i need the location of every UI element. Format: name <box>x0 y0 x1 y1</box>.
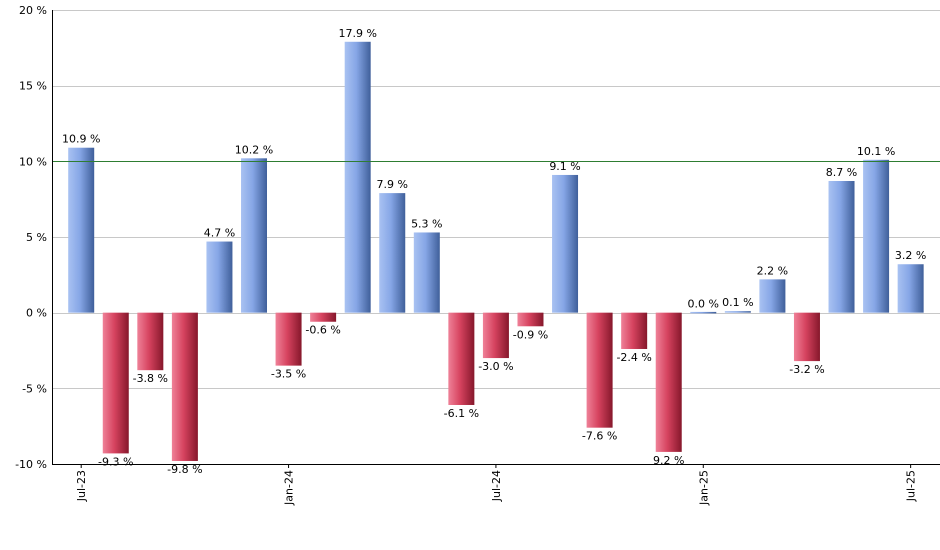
y-tick-label: 15 % <box>19 80 47 93</box>
x-tick-label: Jan-24 <box>283 470 296 506</box>
data-label: -9.3 % <box>98 455 133 468</box>
x-tick-label: Jul-24 <box>490 470 503 502</box>
data-label: -3.2 % <box>789 363 824 376</box>
data-label: -9.8 % <box>167 463 202 476</box>
bar <box>344 41 371 313</box>
bar <box>137 312 164 371</box>
data-label: 0.1 % <box>722 296 753 309</box>
y-tick-label: 5 % <box>26 231 47 244</box>
x-tick-label: Jul-25 <box>905 470 918 502</box>
data-label: -0.6 % <box>305 324 340 337</box>
bar <box>897 264 924 313</box>
data-label: 0.0 % <box>688 298 719 311</box>
data-label: -3.0 % <box>478 360 513 373</box>
bar <box>863 159 890 313</box>
bar <box>690 311 717 314</box>
axes: -10 % -5 % 0 % 5 % 10 % 15 % 20 % Jul-23 Jan-24 J… <box>15 4 940 506</box>
data-label: -3.5 % <box>271 368 306 381</box>
data-label: 7.9 % <box>377 178 408 191</box>
bar <box>102 312 129 454</box>
bar <box>379 193 406 313</box>
x-tick-label: Jul-23 <box>75 470 88 502</box>
data-label: 10.1 % <box>857 145 895 158</box>
bar <box>310 312 337 322</box>
data-label: -0.9 % <box>513 328 548 341</box>
bar <box>68 147 95 313</box>
data-label: 9.2 % <box>653 454 684 467</box>
bar <box>552 174 579 313</box>
bar <box>482 312 509 359</box>
bar <box>206 241 233 313</box>
y-tick-label: 0 % <box>26 307 47 320</box>
data-label: -6.1 % <box>444 407 479 420</box>
y-tick-label: 10 % <box>19 155 47 168</box>
bar <box>793 312 820 362</box>
data-label: 8.7 % <box>826 166 857 179</box>
bar <box>724 311 751 313</box>
data-label: 5.3 % <box>411 217 442 230</box>
data-label: 10.2 % <box>235 143 273 156</box>
bar <box>759 279 786 313</box>
y-tick-label: -5 % <box>22 382 47 395</box>
bar <box>655 312 682 452</box>
bar <box>586 312 613 428</box>
bar <box>448 312 475 405</box>
data-label: 4.7 % <box>204 227 235 240</box>
y-tick-label: 20 % <box>19 4 47 17</box>
y-tick-label: -10 % <box>15 458 47 471</box>
bar <box>241 158 267 313</box>
data-label: -3.8 % <box>133 372 168 385</box>
bar <box>275 312 302 366</box>
bars <box>68 41 924 461</box>
x-tick-label: Jan-25 <box>697 470 710 506</box>
bar <box>171 312 198 461</box>
bar <box>828 181 855 313</box>
data-label: -7.6 % <box>582 430 617 443</box>
data-label: 17.9 % <box>338 27 376 40</box>
data-label: 3.2 % <box>895 249 926 262</box>
bar <box>413 232 440 313</box>
bar <box>621 312 648 349</box>
data-label: 2.2 % <box>757 264 788 277</box>
data-label: 9.1 % <box>549 160 580 173</box>
data-labels: 10.9 % -9.3 % -3.8 % -9.8 % 4.7 % 10.2 % -3.5 … <box>62 27 926 476</box>
bar <box>517 312 544 327</box>
data-label: 10.9 % <box>62 133 100 146</box>
data-label: -2.4 % <box>616 351 651 364</box>
